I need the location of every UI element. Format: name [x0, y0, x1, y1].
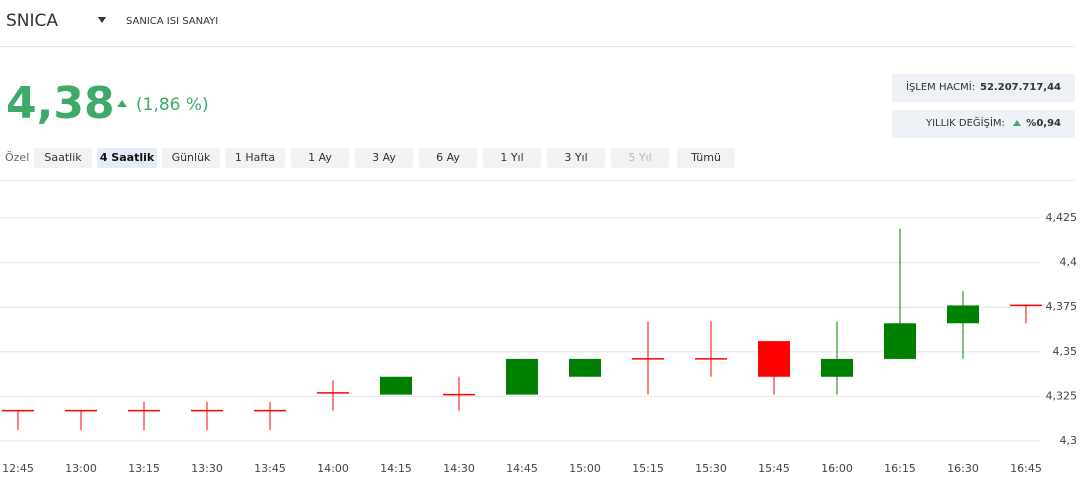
x-tick-label: 14:00 [317, 462, 349, 475]
candle-body [380, 376, 412, 395]
stat-value: 52.207.717,44 [980, 82, 1061, 93]
period-label: Özel [5, 151, 30, 164]
x-tick-label: 16:00 [821, 462, 853, 475]
up-arrow [117, 100, 127, 107]
x-tick-label: 13:15 [128, 462, 160, 475]
y-tick-label: 4,325 [1046, 389, 1078, 402]
stat-box: İŞLEM HACMİ: 52.207.717,44 [892, 74, 1075, 102]
header: SNICA SANICA ISI SANAYI [0, 0, 1075, 47]
x-tick-label: 16:30 [947, 462, 979, 475]
x-tick-label: 12:45 [2, 462, 34, 475]
candle-body [758, 341, 790, 377]
candle-body [569, 358, 601, 377]
period-button[interactable]: Tümü [677, 148, 735, 168]
price-change: (1,86 %) [136, 95, 209, 115]
period-button[interactable]: 1 Ay [291, 148, 349, 168]
x-tick-label: 16:45 [1010, 462, 1042, 475]
x-tick-label: 14:15 [380, 462, 412, 475]
separator [0, 180, 1075, 181]
stat-box: YILLIK DEĞİŞİM: %0,94 [892, 110, 1075, 138]
symbol: SNICA [6, 11, 59, 31]
y-tick-label: 4,375 [1046, 300, 1078, 313]
x-tick-label: 15:15 [632, 462, 664, 475]
stat-label: YILLIK DEĞİŞİM: [926, 118, 1005, 129]
x-tick-label: 13:30 [191, 462, 223, 475]
period-button[interactable]: 1 Hafta [225, 148, 285, 168]
x-tick-label: 15:30 [695, 462, 727, 475]
y-tick-label: 4,3 [1060, 434, 1078, 447]
company-name: SANICA ISI SANAYI [126, 16, 219, 27]
stat-label: İŞLEM HACMİ: [906, 82, 976, 93]
period-button[interactable]: 6 Ay [419, 148, 477, 168]
period-button[interactable]: 1 Yıl [483, 148, 541, 168]
x-tick-label: 13:00 [65, 462, 97, 475]
x-tick-label: 14:45 [506, 462, 538, 475]
y-tick-label: 4,4 [1060, 256, 1078, 269]
y-tick-label: 4,425 [1046, 211, 1078, 224]
dropdown-caret[interactable] [98, 17, 106, 23]
period-button[interactable]: 3 Ay [355, 148, 413, 168]
y-tick-label: 4,35 [1053, 345, 1078, 358]
x-tick-label: 15:00 [569, 462, 601, 475]
up-arrow [1013, 120, 1021, 126]
candle-body [821, 358, 853, 377]
candle-body [506, 358, 538, 395]
period-button[interactable]: 4 Saatlik [97, 148, 157, 168]
x-tick-label: 13:45 [254, 462, 286, 475]
period-button[interactable]: Saatlik [34, 148, 92, 168]
candle-body [884, 323, 916, 359]
period-button[interactable]: 3 Yıl [547, 148, 605, 168]
stat-value: %0,94 [1026, 118, 1061, 129]
x-tick-label: 16:15 [884, 462, 916, 475]
price: 4,38 [6, 78, 115, 129]
x-tick-label: 14:30 [443, 462, 475, 475]
period-button: 5 Yıl [611, 148, 669, 168]
period-button[interactable]: Günlük [162, 148, 220, 168]
x-tick-label: 15:45 [758, 462, 790, 475]
candle-body [947, 305, 979, 324]
